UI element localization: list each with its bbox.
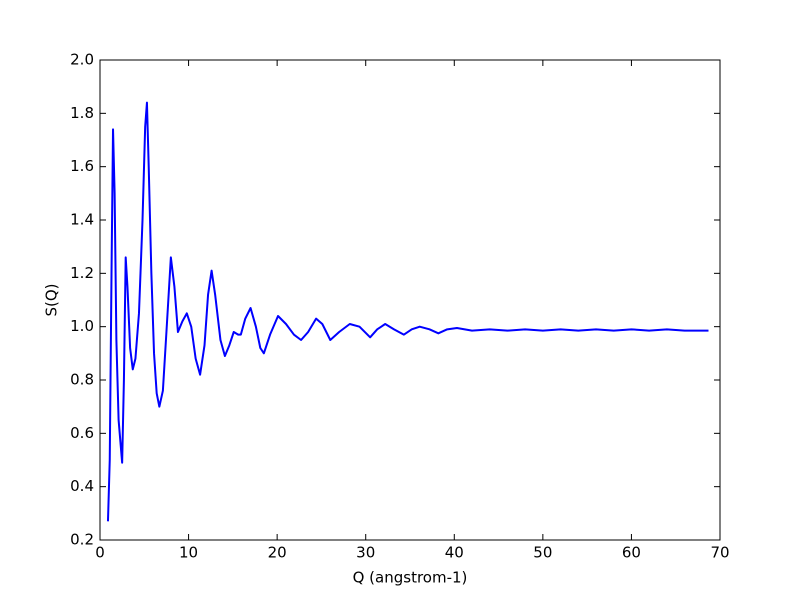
- y-tick-label: 0.6: [70, 424, 94, 442]
- plot-frame: [99, 59, 721, 541]
- x-tick-label: 0: [95, 544, 105, 562]
- y-tick-label: 1.4: [70, 211, 94, 229]
- data-line: [106, 101, 709, 522]
- y-tick-label: 1.6: [70, 157, 94, 175]
- y-tick-label: 0.8: [70, 371, 94, 389]
- y-tick-label: 2.0: [70, 51, 94, 69]
- x-axis-label: Q (angstrom-1): [353, 569, 468, 587]
- x-tick-label: 20: [268, 544, 287, 562]
- y-tick-label: 1.2: [70, 264, 94, 282]
- x-tick-label: 70: [710, 544, 729, 562]
- y-axis-label: S(Q): [43, 283, 61, 316]
- x-tick-label: 60: [622, 544, 641, 562]
- y-tick-label: 1.8: [70, 104, 94, 122]
- y-tick-label: 1.0: [70, 317, 94, 335]
- x-tick-label: 50: [533, 544, 552, 562]
- y-tick-label: 0.4: [70, 477, 94, 495]
- x-tick-label: 40: [445, 544, 464, 562]
- x-tick-label: 10: [179, 544, 198, 562]
- x-tick-label: 30: [356, 544, 375, 562]
- y-tick-label: 0.2: [70, 531, 94, 549]
